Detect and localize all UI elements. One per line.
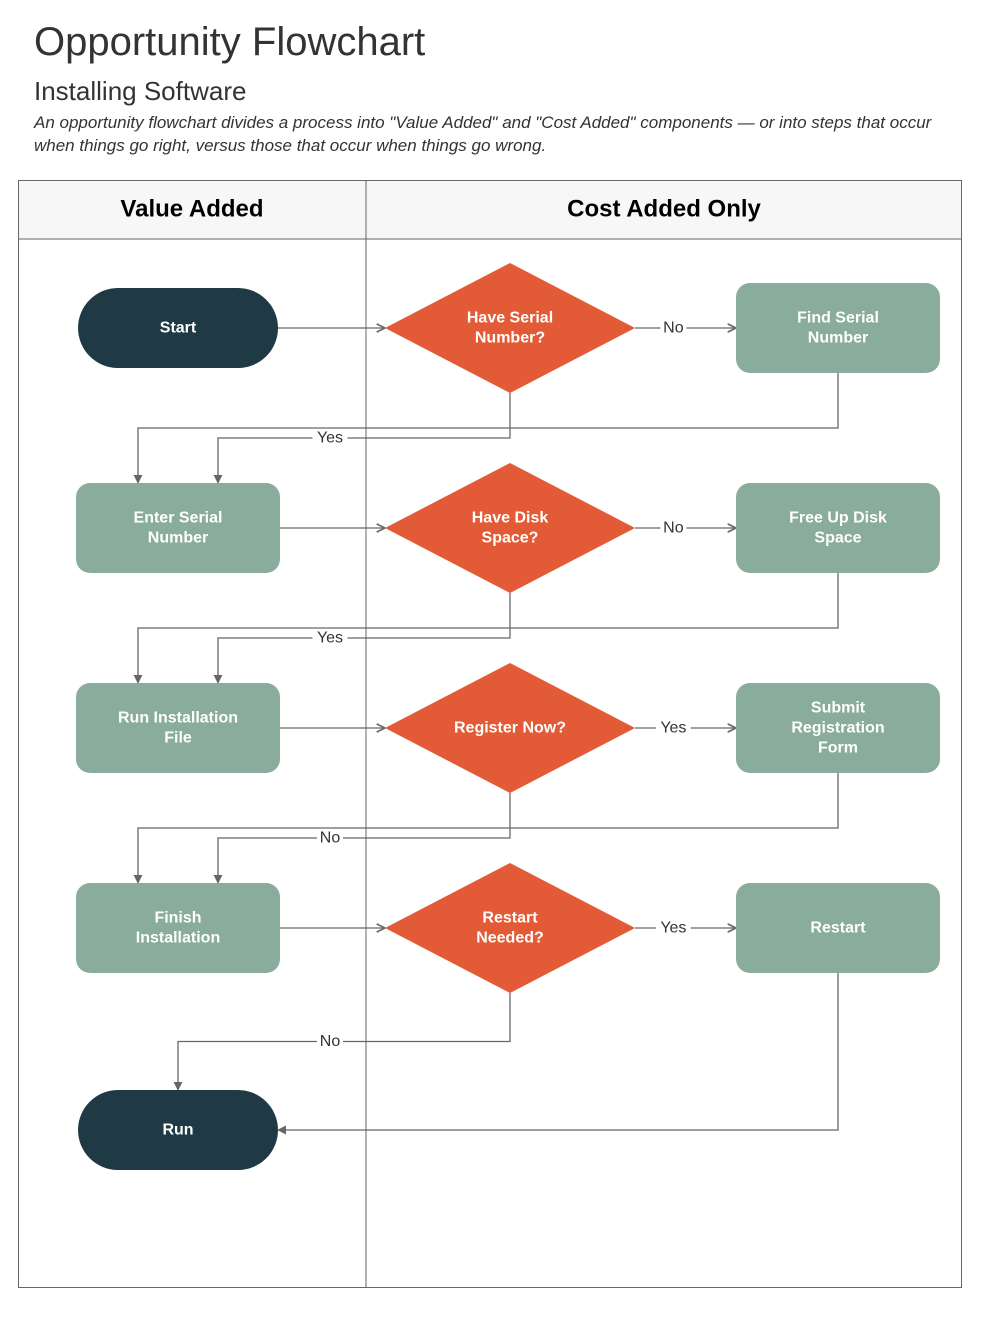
flow-node: Run [78,1090,278,1170]
edge [218,393,510,483]
edge-label: Yes [317,430,343,447]
flow-node: Start [78,288,278,368]
svg-text:Submit: Submit [811,700,866,717]
flow-node: Run Installation File [76,683,280,773]
svg-text:Restart: Restart [482,910,538,927]
edge-label: Yes [317,630,343,647]
flow-node: Enter Serial Number [76,483,280,573]
svg-text:Number: Number [808,330,868,347]
edge [218,793,510,883]
svg-text:Run: Run [162,1122,193,1139]
flow-node: Have Serial Number? [385,263,635,393]
edge-label: Yes [660,720,686,737]
page: Opportunity Flowchart Installing Softwar… [0,0,1000,1324]
flow-node: Have Disk Space? [385,463,635,593]
edge-label: No [320,1033,341,1050]
flow-node: Free Up Disk Space [736,483,940,573]
svg-text:Space: Space [814,530,861,547]
edge [278,973,838,1130]
column-header: Cost Added Only [567,196,761,223]
edge [218,593,510,683]
column-header: Value Added [120,196,263,223]
flow-node: Submit Registration Form [736,683,940,773]
edge-label: Yes [660,920,686,937]
svg-text:Enter Serial: Enter Serial [134,510,223,527]
svg-text:Restart: Restart [810,920,866,937]
edge [138,773,838,883]
svg-text:Have Serial: Have Serial [467,310,553,327]
svg-text:Free Up Disk: Free Up Disk [789,510,887,527]
nodes-layer: Start Have Serial Number? Find Serial Number… [76,263,940,1170]
flow-node: Restart [736,883,940,973]
flow-node: Finish Installation [76,883,280,973]
edge-label: No [320,830,341,847]
svg-text:Registration: Registration [791,720,884,737]
flow-node: Register Now? [385,663,635,793]
svg-text:Run Installation: Run Installation [118,710,238,727]
svg-text:Start: Start [160,320,197,337]
edge-label: No [663,320,684,337]
svg-text:Have Disk: Have Disk [472,510,549,527]
svg-text:Installation: Installation [136,930,220,947]
page-subtitle: Installing Software [34,76,246,107]
svg-text:Find Serial: Find Serial [797,310,879,327]
svg-text:Register Now?: Register Now? [454,720,566,737]
svg-text:File: File [164,730,192,747]
page-title: Opportunity Flowchart [34,20,425,65]
svg-text:Space?: Space? [482,530,539,547]
edge [138,373,838,483]
flowchart-canvas: Value Added Cost Added Only No Yes No Yes Yes N… [18,180,962,1288]
page-description: An opportunity flowchart divides a proce… [34,112,944,158]
edge [138,573,838,683]
flow-node: Restart Needed? [385,863,635,993]
flow-node: Find Serial Number [736,283,940,373]
svg-text:Form: Form [818,740,858,757]
svg-text:Number?: Number? [475,330,545,347]
svg-text:Finish: Finish [154,910,201,927]
edge-label: No [663,520,684,537]
svg-text:Needed?: Needed? [476,930,544,947]
edge [178,993,510,1090]
svg-text:Number: Number [148,530,208,547]
